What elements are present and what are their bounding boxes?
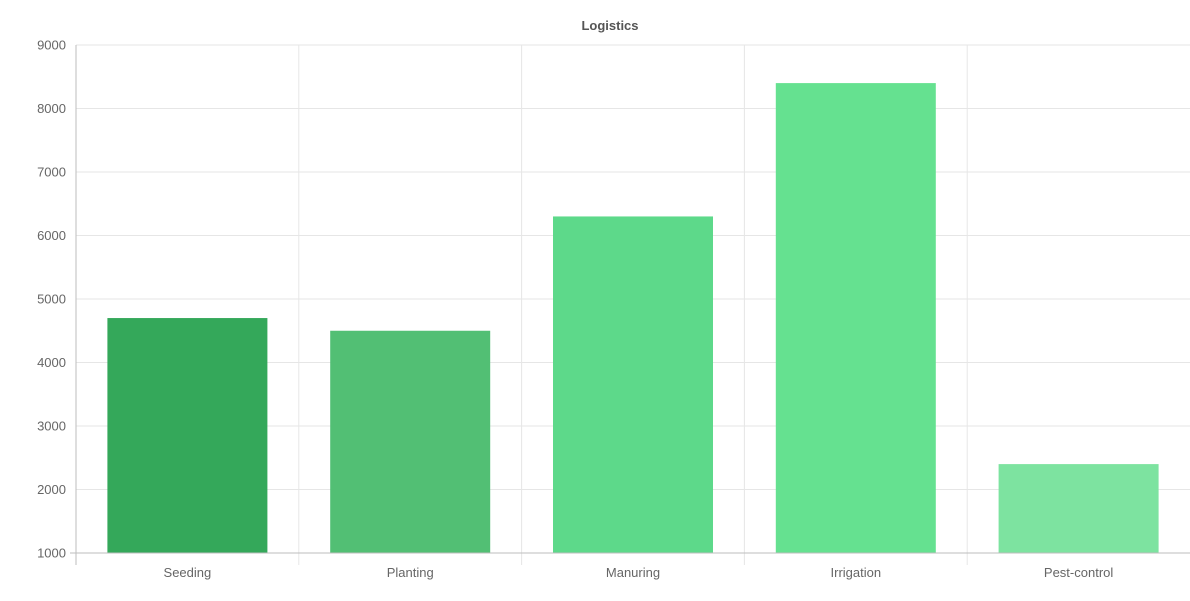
y-tick-label: 8000	[37, 101, 66, 116]
bar-seeding[interactable]	[107, 318, 268, 553]
x-tick-label: Irrigation	[831, 565, 882, 580]
y-tick-label: 2000	[37, 482, 66, 497]
y-tick-label: 4000	[37, 355, 66, 370]
axis-layer	[70, 45, 1190, 565]
y-tick-label: 9000	[37, 38, 66, 53]
y-tick-label: 6000	[37, 228, 66, 243]
x-tick-label: Planting	[387, 565, 434, 580]
bar-irrigation[interactable]	[775, 83, 936, 553]
bar-pest-control[interactable]	[998, 464, 1159, 553]
y-tick-label: 1000	[37, 546, 66, 561]
x-tick-label: Manuring	[606, 565, 660, 580]
y-tick-label: 7000	[37, 165, 66, 180]
y-tick-label: 5000	[37, 292, 66, 307]
x-tick-label: Pest-control	[1044, 565, 1113, 580]
chart-title: Logistics	[581, 18, 638, 33]
label-layer: 1000 2000 3000 4000 5000 6000 7000 8000 9000 Seed…	[37, 38, 1113, 581]
bar-layer	[107, 83, 1159, 553]
x-tick-label: Seeding	[164, 565, 212, 580]
y-tick-label: 3000	[37, 419, 66, 434]
bar-planting[interactable]	[330, 330, 491, 553]
bar-manuring[interactable]	[553, 216, 713, 553]
